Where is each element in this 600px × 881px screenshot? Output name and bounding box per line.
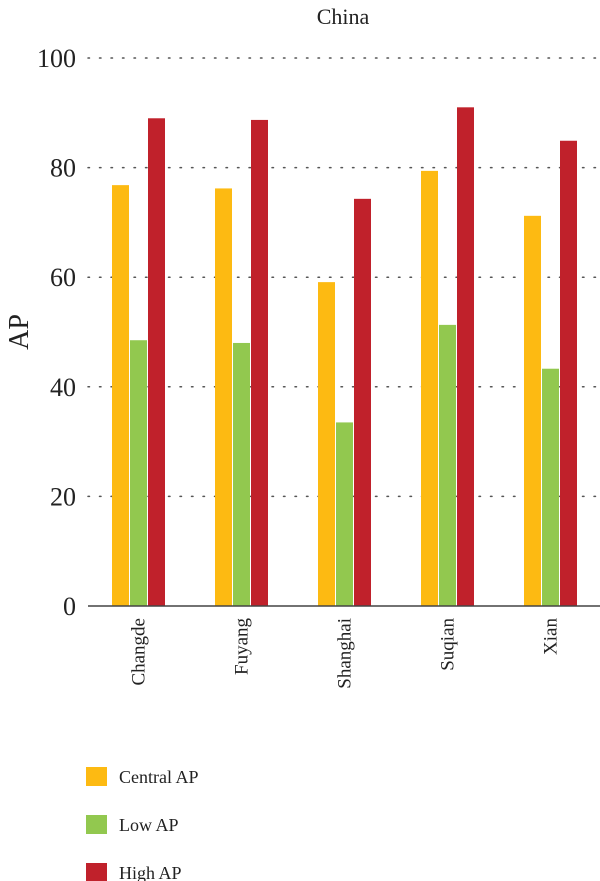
y-tick-label: 0 xyxy=(63,592,76,621)
bar-xian-low-ap xyxy=(542,368,559,606)
y-axis-ticks: 0 20 40 60 80 100 xyxy=(37,44,76,621)
legend: Central AP Low AP High AP xyxy=(86,767,199,881)
legend-label: Central AP xyxy=(119,767,199,787)
y-tick-label: 40 xyxy=(50,373,76,402)
x-axis-ticks: Changde Fuyang Shanghai Suqian Xian xyxy=(129,618,562,689)
x-tick-label: Xian xyxy=(541,618,562,655)
legend-swatch xyxy=(86,863,107,881)
bar-fuyang-low-ap xyxy=(233,342,250,606)
chart-title: China xyxy=(317,4,370,29)
x-tick-label: Fuyang xyxy=(232,618,253,676)
x-tick-label: Shanghai xyxy=(335,618,356,689)
bar-changde-low-ap xyxy=(130,340,147,606)
legend-label: Low AP xyxy=(119,815,179,835)
legend-label: High AP xyxy=(119,863,182,881)
bar-changde-central-ap xyxy=(112,185,129,607)
x-tick-label: Changde xyxy=(129,618,150,686)
bar-suqian-high-ap xyxy=(457,107,474,606)
bar-shanghai-low-ap xyxy=(336,422,353,606)
legend-swatch xyxy=(86,815,107,834)
x-tick-label: Suqian xyxy=(438,618,459,671)
bar-suqian-low-ap xyxy=(439,324,456,606)
bars xyxy=(112,107,577,607)
bar-xian-central-ap xyxy=(524,215,541,606)
bar-fuyang-high-ap xyxy=(251,119,268,606)
bar-xian-high-ap xyxy=(560,140,577,607)
legend-swatch xyxy=(86,767,107,786)
bar-suqian-central-ap xyxy=(421,170,438,606)
bar-fuyang-central-ap xyxy=(215,188,232,606)
bar-shanghai-central-ap xyxy=(318,282,335,606)
bar-shanghai-high-ap xyxy=(354,198,371,606)
bar-changde-high-ap xyxy=(148,118,165,606)
y-tick-label: 20 xyxy=(50,482,76,511)
grid-lines xyxy=(87,57,600,498)
y-tick-label: 100 xyxy=(37,44,76,73)
y-tick-label: 60 xyxy=(50,263,76,292)
y-tick-label: 80 xyxy=(50,154,76,183)
y-axis-label: AP xyxy=(4,314,35,350)
